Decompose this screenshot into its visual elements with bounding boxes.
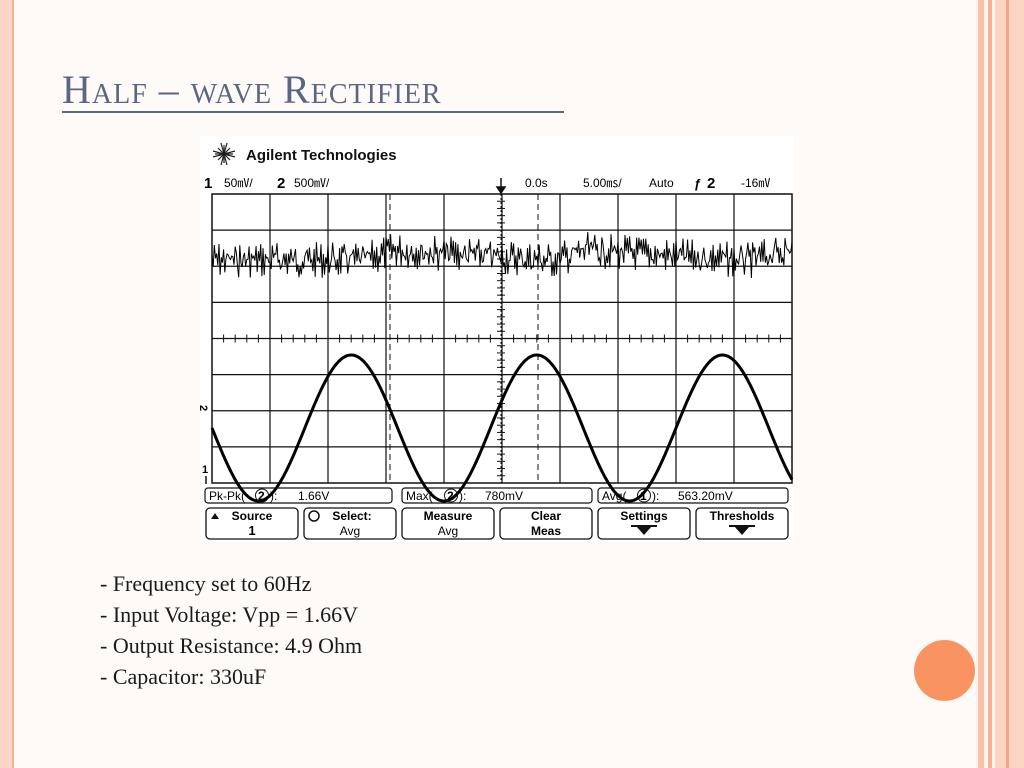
measurement-channel: 2 xyxy=(447,489,454,503)
bullet-frequency: - Frequency set to 60Hz xyxy=(100,571,312,596)
right-border-stripe xyxy=(1006,0,1009,768)
measurement-label: Avg( xyxy=(602,489,626,503)
softkey-select[interactable]: Select: Avg xyxy=(303,507,397,540)
measurement-channel: 1 xyxy=(640,489,647,503)
measurement-value: 780mV xyxy=(485,489,523,503)
trigger-level: -16㎷ xyxy=(741,176,770,190)
left-border-decoration xyxy=(0,0,14,768)
ch1-number: 1 xyxy=(204,175,212,192)
title-underline xyxy=(62,111,564,113)
slide-title: Half – wave Rectifier xyxy=(62,67,442,112)
time-reference-arrow-icon xyxy=(495,178,507,195)
softkey-label: Thresholds xyxy=(710,509,775,523)
softkey-value: Avg xyxy=(340,524,360,538)
softkey-value: 1 xyxy=(248,523,255,538)
measurement-label: Pk-Pk( xyxy=(209,489,245,503)
measurement-value: 563.20mV xyxy=(678,489,733,503)
softkey-label: Measure xyxy=(424,509,473,523)
ch2-scale: 500㎷/ xyxy=(294,176,330,190)
measurement-separator: ): xyxy=(652,489,659,503)
bullet-list: - Frequency set to 60Hz - Input Voltage:… xyxy=(100,568,362,692)
softkey-settings[interactable]: Settings xyxy=(597,507,691,540)
ch2-ground-marker: 2 xyxy=(200,405,209,411)
softkey-source[interactable]: Source 1 xyxy=(205,507,299,540)
ch1-scale: 50㎷/ xyxy=(224,176,253,190)
softkey-thresholds[interactable]: Thresholds xyxy=(695,507,789,540)
measurement-pkpk: Pk-Pk( 2 ): 1.66V xyxy=(204,487,393,504)
scope-grid xyxy=(211,193,793,484)
bullet-capacitor: - Capacitor: 330uF xyxy=(100,664,267,689)
ch2-number: 2 xyxy=(277,175,285,192)
time-reference: 0.0s xyxy=(525,176,548,190)
trigger-mode: Auto xyxy=(649,176,674,190)
rotate-knob-icon xyxy=(308,510,320,522)
softkey-label: Settings xyxy=(620,509,668,523)
oscilloscope-screenshot: Agilent Technologies 1 50㎷/ 2 500㎷/ 0.0s… xyxy=(197,136,794,542)
softkey-label: Select: xyxy=(332,509,371,523)
softkey-label: Clear xyxy=(531,509,561,523)
right-border-stripe xyxy=(978,0,984,768)
decorative-circle xyxy=(914,640,975,701)
submenu-arrow-icon xyxy=(729,525,755,535)
up-triangle-icon xyxy=(211,513,219,519)
brand-name: Agilent Technologies xyxy=(246,147,397,164)
trigger-slope-icon: ƒ xyxy=(694,176,701,191)
measurement-separator: ): xyxy=(459,489,466,503)
measurement-avg: Avg( 1 ): 563.20mV xyxy=(597,487,789,504)
time-scale: 5.00㎳/ xyxy=(583,176,622,190)
softkey-value: Meas xyxy=(531,524,561,538)
agilent-logo-icon xyxy=(212,142,236,166)
right-border-stripe xyxy=(995,0,1024,768)
oscilloscope-svg: Agilent Technologies 1 50㎷/ 2 500㎷/ 0.0s… xyxy=(197,142,794,540)
softkey-value: Avg xyxy=(438,524,458,538)
measurement-channel: 2 xyxy=(258,489,265,503)
ripple-trace xyxy=(211,232,793,279)
softkey-clear[interactable]: Clear Meas xyxy=(499,507,593,540)
right-border-stripe xyxy=(988,0,992,768)
bullet-output-resistance: - Output Resistance: 4.9 Ohm xyxy=(100,633,363,658)
measurement-max: Max( 2 ): 780mV xyxy=(401,487,593,504)
measurement-value: 1.66V xyxy=(298,489,329,503)
input-sine-trace xyxy=(210,353,794,503)
softkey-label: Source xyxy=(232,509,273,523)
measurement-separator: ): xyxy=(270,489,277,503)
bullet-input-voltage: - Input Voltage: Vpp = 1.66V xyxy=(100,602,359,627)
trigger-channel: 2 xyxy=(707,175,715,192)
submenu-arrow-icon xyxy=(631,525,657,535)
softkey-measure[interactable]: Measure Avg xyxy=(401,507,495,540)
ch1-ground-marker: 1 xyxy=(202,464,208,476)
measurement-label: Max( xyxy=(406,489,433,503)
